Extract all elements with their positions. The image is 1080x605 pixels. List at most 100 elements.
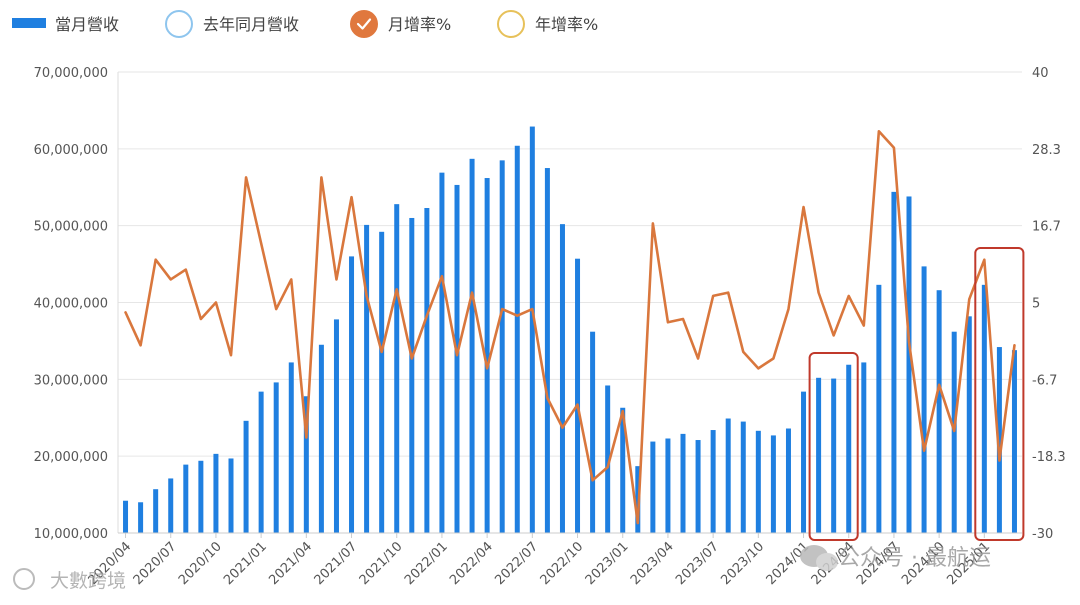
bar: [710, 430, 716, 533]
watermark-right: 公众号 · 最航运: [800, 545, 991, 571]
legend: 當月營收 去年同月營收 月增率% 年增率%: [12, 10, 598, 38]
x-tick-label: 2021/04: [266, 539, 315, 588]
highlight-box: [974, 247, 1025, 541]
bar: [409, 217, 415, 534]
bar: [168, 478, 174, 533]
highlight-boxes: [808, 247, 1025, 541]
bar: [755, 430, 761, 533]
y-left-tick-label: 60,000,000: [34, 143, 108, 158]
bar: [740, 421, 746, 533]
bar: [936, 290, 942, 533]
y-left-tick-label: 20,000,000: [34, 450, 108, 465]
bar: [590, 331, 596, 533]
legend-bar-swatch: [12, 18, 46, 28]
x-tick-label: 2022/01: [402, 539, 451, 588]
bar: [198, 460, 204, 533]
x-tick-label: 2022/07: [492, 539, 541, 588]
bar: [349, 256, 355, 533]
watermark-left: 大數跨境: [13, 568, 126, 592]
watermark-text: 公众号 · 最航运: [838, 546, 991, 571]
x-tick-label: 2022/04: [447, 539, 496, 588]
bar: [1011, 350, 1017, 533]
y-right-tick-label: -18.3: [1032, 450, 1066, 465]
series-line: [124, 129, 1016, 525]
bar: [529, 126, 535, 534]
bar: [951, 331, 957, 533]
bar: [333, 319, 339, 533]
x-tick-label: 2022/10: [538, 539, 587, 588]
bar: [680, 433, 686, 533]
bar: [725, 418, 731, 533]
bar: [921, 266, 927, 533]
x-tick-label: 2023/10: [718, 539, 767, 588]
bar: [243, 420, 249, 533]
legend-label: 年增率%: [535, 15, 598, 34]
y-right-tick-label: -6.7: [1032, 373, 1057, 388]
x-tick-label: 2020/07: [131, 539, 180, 588]
y-right-tick-label: 40: [1032, 66, 1049, 81]
legend-circle-swatch: [350, 10, 378, 38]
y-left-tick-label: 30,000,000: [34, 373, 108, 388]
bar: [288, 362, 294, 533]
x-tick-label: 2023/07: [673, 539, 722, 588]
y-left-tick-label: 10,000,000: [34, 527, 108, 542]
bar: [831, 378, 837, 533]
x-tick-label: 2021/10: [357, 539, 406, 588]
legend-circle-swatch: [497, 10, 525, 38]
bar: [846, 364, 852, 533]
watermarks: 大數跨境 公众号 · 最航运: [13, 545, 991, 592]
bar-series: [123, 126, 1017, 534]
bar: [454, 184, 460, 533]
bar: [213, 453, 219, 533]
x-tick-label: 2021/01: [221, 539, 270, 588]
highlight-box: [808, 352, 859, 541]
bar: [876, 284, 882, 533]
bar: [801, 391, 807, 533]
bar: [123, 500, 129, 533]
y-left-tick-label: 70,000,000: [34, 66, 108, 81]
x-tick-label: 2021/07: [312, 539, 361, 588]
watermark-logo-icon: [13, 568, 35, 590]
legend-item-4: 年增率%: [497, 10, 598, 38]
legend-item-2: 去年同月營收: [165, 10, 299, 38]
bar: [469, 158, 475, 533]
bar: [559, 224, 565, 533]
bar: [514, 145, 520, 533]
legend-item-1: 當月營收: [12, 15, 119, 34]
bar: [544, 168, 550, 534]
y-right-tick-label: 5: [1032, 297, 1040, 312]
bar: [966, 316, 972, 533]
bar: [891, 191, 897, 534]
bar: [439, 172, 445, 533]
x-tick-label: 2023/01: [583, 539, 632, 588]
bar: [620, 407, 626, 533]
wechat-icon-bubble: [816, 553, 838, 571]
bar: [981, 284, 987, 533]
bar: [364, 224, 370, 533]
bar: [605, 385, 611, 533]
y-right-tick-label: 16.7: [1032, 220, 1061, 235]
bar: [816, 377, 822, 533]
bar: [906, 196, 912, 533]
bar: [484, 178, 490, 533]
y-left-tick-label: 50,000,000: [34, 220, 108, 235]
legend-circle-swatch: [165, 10, 193, 38]
y-axis-right: -30 -18.3 -6.7 5 16.7 28.3 40: [1032, 66, 1066, 542]
legend-item-3: 月增率%: [350, 10, 451, 38]
watermark-text: 大數跨境: [50, 570, 126, 592]
bar: [273, 382, 279, 533]
bar: [318, 344, 324, 533]
bar: [996, 347, 1002, 533]
x-tick-label: 2020/10: [176, 539, 225, 588]
y-right-tick-label: 28.3: [1032, 143, 1061, 158]
x-tick-label: 2023/04: [628, 539, 677, 588]
bar: [650, 441, 656, 533]
y-right-tick-label: -30: [1032, 527, 1053, 542]
bar: [424, 208, 430, 533]
bar: [303, 396, 309, 533]
bar: [379, 231, 385, 533]
bar: [665, 438, 671, 533]
bar: [770, 435, 776, 533]
check-icon: [356, 18, 372, 30]
